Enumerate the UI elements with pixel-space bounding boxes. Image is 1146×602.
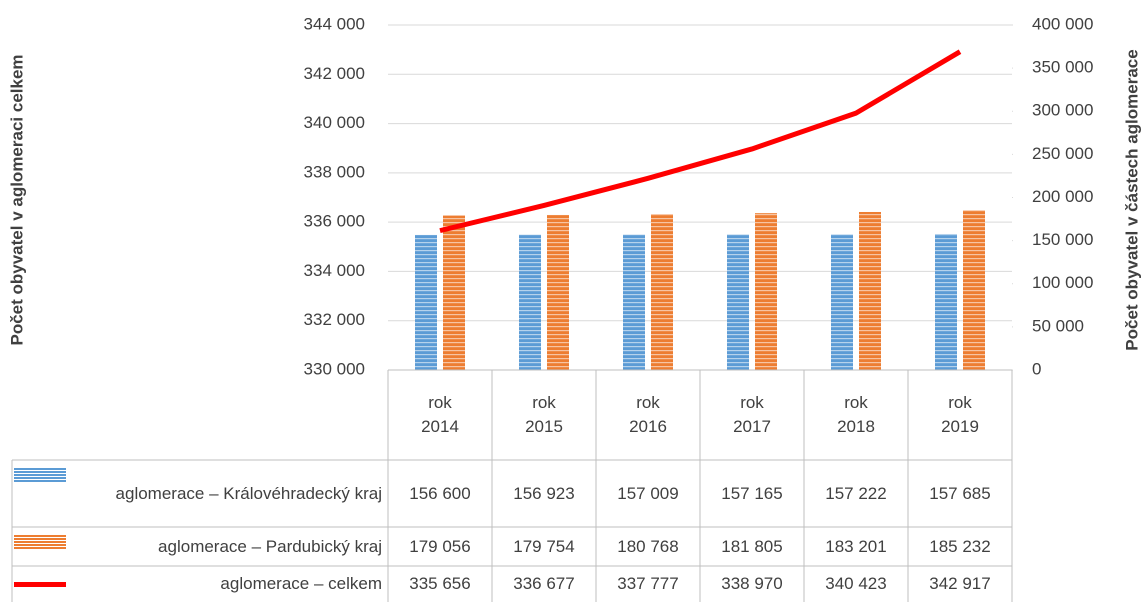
y-tick-label: 340 000: [304, 113, 365, 132]
y-axis-title: Počet obyvatel v aglomeraci celkem: [7, 54, 26, 345]
table-value: 337 777: [617, 574, 679, 593]
table-value: 342 917: [929, 574, 991, 593]
table-value: 157 009: [617, 483, 679, 503]
bar: [755, 213, 777, 370]
bar: [547, 214, 569, 370]
category-label: rok 2019: [941, 393, 979, 436]
legend-label: aglomerace – Pardubický kraj: [158, 536, 382, 556]
bar: [415, 234, 437, 370]
category-label: rok 2016: [629, 393, 667, 436]
table-value: 157 685: [929, 483, 991, 503]
legend-label: aglomerace – Královéhradecký kraj: [115, 483, 382, 503]
legend-swatch: [14, 468, 66, 482]
table-value: 179 754: [513, 536, 575, 556]
y-tick-label: 330 000: [304, 359, 365, 378]
legend-swatch: [14, 535, 66, 549]
y2-tick-label: 0: [1032, 359, 1041, 378]
y2-tick-label: 400 000: [1032, 14, 1093, 33]
table-value: 335 656: [409, 574, 471, 593]
bar: [831, 234, 853, 370]
legend-swatch: [14, 581, 66, 587]
table-value: 179 056: [409, 536, 471, 556]
legend-entry: aglomerace – Královéhradecký kraj: [14, 460, 382, 527]
table-value: 157 222: [825, 483, 887, 503]
y2-tick-label: 200 000: [1032, 187, 1093, 206]
table-value: 157 165: [721, 483, 783, 503]
table-value: 181 805: [721, 536, 783, 556]
bar: [651, 214, 673, 370]
bar: [519, 234, 541, 370]
y-tick-label: 338 000: [304, 162, 365, 181]
table-value: 183 201: [825, 536, 887, 556]
bar: [963, 210, 985, 370]
y-tick-label: 334 000: [304, 261, 365, 280]
bar: [727, 234, 749, 370]
table-value: 340 423: [825, 574, 887, 593]
y2-axis-title: Počet obyvatel v částech aglomerace: [1122, 49, 1141, 350]
table-value: 185 232: [929, 536, 991, 556]
bar: [443, 215, 465, 370]
bar: [859, 211, 881, 370]
category-label: rok 2017: [733, 393, 771, 436]
legend-label: aglomerace – celkem: [220, 574, 382, 593]
y2-tick-label: 150 000: [1032, 230, 1093, 249]
legend-entry: aglomerace – Pardubický kraj: [14, 527, 382, 566]
y-tick-label: 336 000: [304, 212, 365, 231]
bar: [623, 234, 645, 370]
y-tick-label: 344 000: [304, 14, 365, 33]
bar: [935, 233, 957, 370]
y2-tick-label: 250 000: [1032, 144, 1093, 163]
y2-tick-label: 350 000: [1032, 58, 1093, 77]
table-value: 338 970: [721, 574, 783, 593]
table-value: 180 768: [617, 536, 679, 556]
line: [439, 49, 962, 234]
table-value: 336 677: [513, 574, 575, 593]
y-tick-label: 332 000: [304, 310, 365, 329]
table-value: 156 600: [409, 483, 471, 503]
legend-entry: aglomerace – celkem: [14, 566, 382, 602]
y2-tick-label: 100 000: [1032, 273, 1093, 292]
y2-tick-label: 50 000: [1032, 316, 1084, 335]
category-label: rok 2015: [525, 393, 563, 436]
table-value: 156 923: [513, 483, 575, 503]
y-tick-label: 342 000: [304, 64, 365, 83]
y2-tick-label: 300 000: [1032, 101, 1093, 120]
category-label: rok 2014: [421, 393, 459, 436]
category-label: rok 2018: [837, 393, 875, 436]
